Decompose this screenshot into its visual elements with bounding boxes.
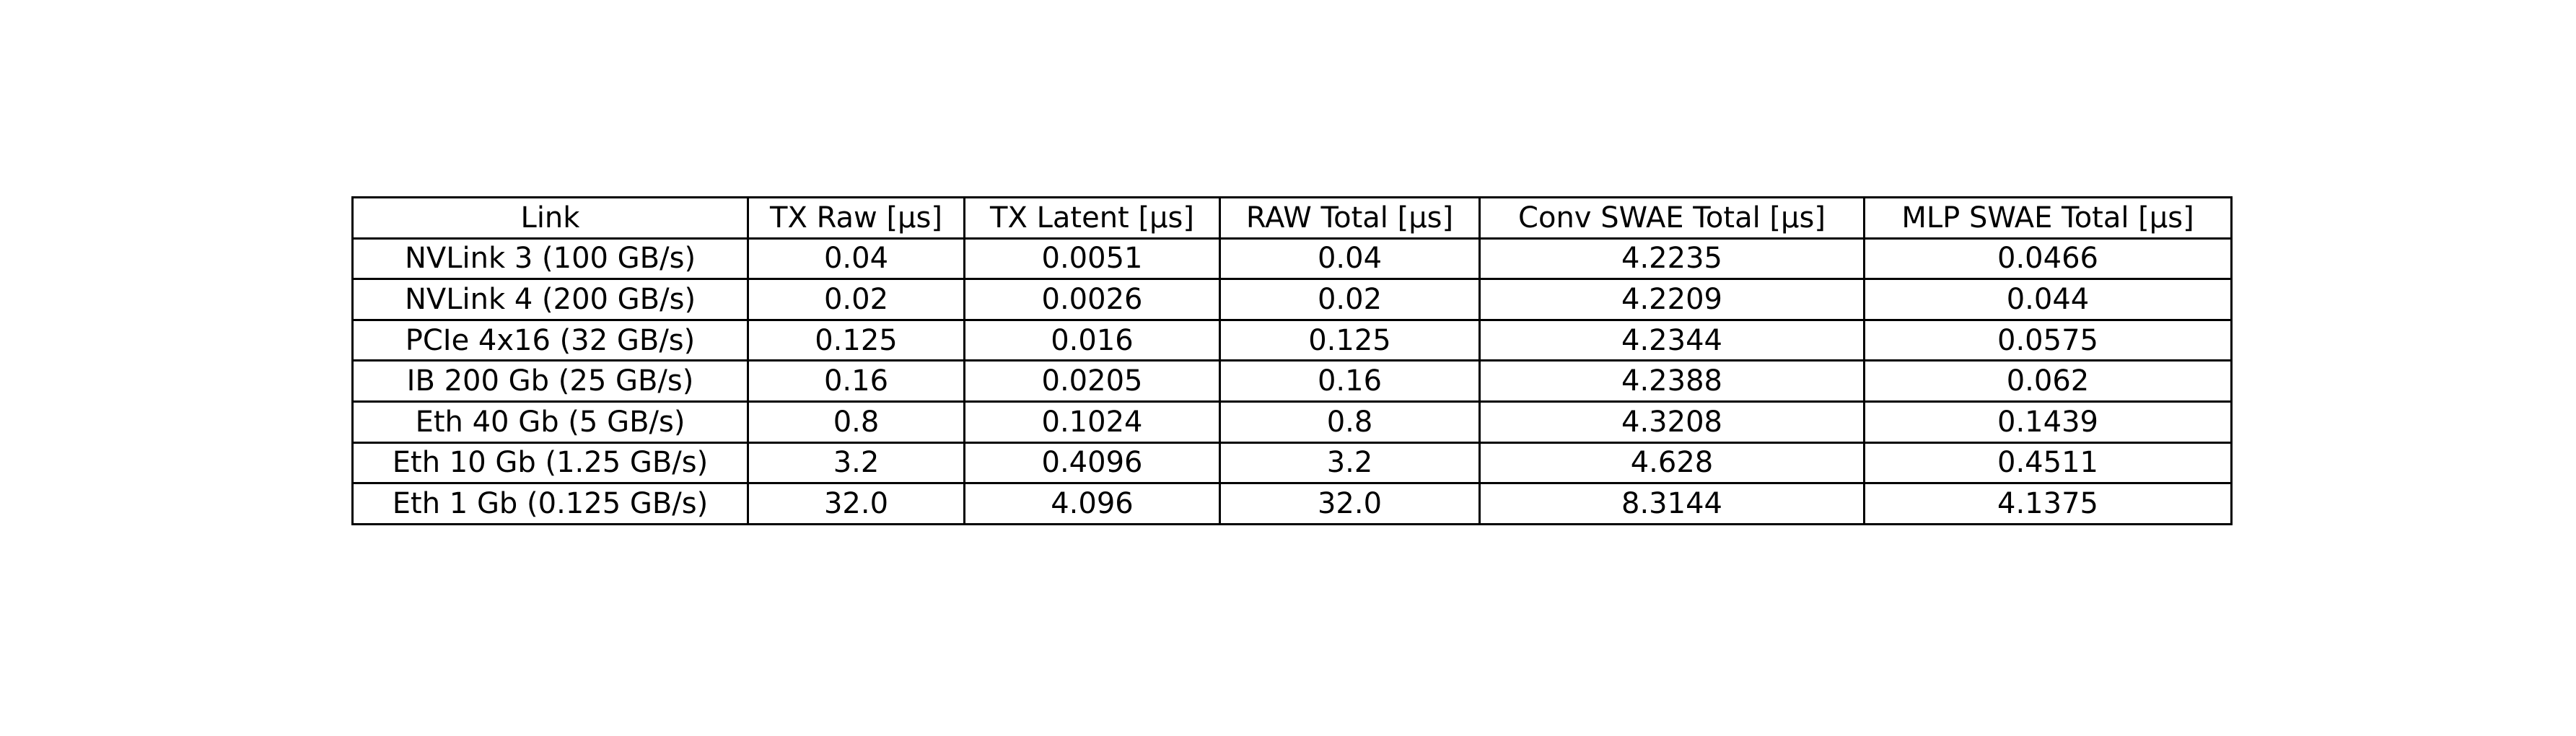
- cell-conv-swae-total: 8.3144: [1478, 482, 1865, 525]
- cell-mlp-swae-total: 0.044: [1863, 278, 2233, 321]
- cell-conv-swae-total: 4.2388: [1478, 359, 1865, 403]
- header-tx-latent: TX Latent [µs]: [963, 196, 1221, 240]
- cell-raw-total: 0.16: [1219, 359, 1481, 403]
- cell-raw-total: 32.0: [1219, 482, 1481, 525]
- header-raw-total: RAW Total [µs]: [1219, 196, 1481, 240]
- cell-tx-latent: 0.1024: [963, 400, 1221, 444]
- cell-tx-raw: 0.125: [747, 318, 965, 362]
- cell-tx-latent: 0.4096: [963, 441, 1221, 485]
- cell-tx-latent: 4.096: [963, 482, 1221, 525]
- results-table-container: Link TX Raw [µs] TX Latent [µs] RAW Tota…: [351, 196, 2233, 525]
- header-link: Link: [351, 196, 749, 240]
- cell-link: NVLink 4 (200 GB/s): [351, 278, 749, 321]
- cell-link: PCIe 4x16 (32 GB/s): [351, 318, 749, 362]
- cell-link: NVLink 3 (100 GB/s): [351, 237, 749, 281]
- cell-tx-latent: 0.0026: [963, 278, 1221, 321]
- table-header-row: Link TX Raw [µs] TX Latent [µs] RAW Tota…: [351, 196, 2233, 240]
- cell-raw-total: 0.125: [1219, 318, 1481, 362]
- cell-conv-swae-total: 4.2344: [1478, 318, 1865, 362]
- cell-link: IB 200 Gb (25 GB/s): [351, 359, 749, 403]
- cell-link: Eth 1 Gb (0.125 GB/s): [351, 482, 749, 525]
- cell-link: Eth 10 Gb (1.25 GB/s): [351, 441, 749, 485]
- cell-conv-swae-total: 4.3208: [1478, 400, 1865, 444]
- cell-conv-swae-total: 4.628: [1478, 441, 1865, 485]
- table-row: NVLink 3 (100 GB/s) 0.04 0.0051 0.04 4.2…: [351, 237, 2233, 281]
- cell-mlp-swae-total: 0.1439: [1863, 400, 2233, 444]
- cell-tx-latent: 0.0051: [963, 237, 1221, 281]
- cell-raw-total: 0.02: [1219, 278, 1481, 321]
- cell-raw-total: 0.8: [1219, 400, 1481, 444]
- table-row: NVLink 4 (200 GB/s) 0.02 0.0026 0.02 4.2…: [351, 278, 2233, 321]
- table-row: Eth 1 Gb (0.125 GB/s) 32.0 4.096 32.0 8.…: [351, 482, 2233, 525]
- cell-tx-raw: 0.04: [747, 237, 965, 281]
- cell-mlp-swae-total: 0.0575: [1863, 318, 2233, 362]
- cell-conv-swae-total: 4.2209: [1478, 278, 1865, 321]
- cell-raw-total: 0.04: [1219, 237, 1481, 281]
- cell-tx-latent: 0.0205: [963, 359, 1221, 403]
- header-tx-raw: TX Raw [µs]: [747, 196, 965, 240]
- header-conv-swae-total: Conv SWAE Total [µs]: [1478, 196, 1865, 240]
- cell-tx-raw: 0.02: [747, 278, 965, 321]
- cell-tx-raw: 0.8: [747, 400, 965, 444]
- cell-tx-raw: 0.16: [747, 359, 965, 403]
- link-latency-table: Link TX Raw [µs] TX Latent [µs] RAW Tota…: [351, 196, 2233, 525]
- cell-link: Eth 40 Gb (5 GB/s): [351, 400, 749, 444]
- cell-raw-total: 3.2: [1219, 441, 1481, 485]
- cell-tx-raw: 3.2: [747, 441, 965, 485]
- cell-tx-latent: 0.016: [963, 318, 1221, 362]
- cell-mlp-swae-total: 0.4511: [1863, 441, 2233, 485]
- table-row: Eth 10 Gb (1.25 GB/s) 3.2 0.4096 3.2 4.6…: [351, 441, 2233, 485]
- cell-tx-raw: 32.0: [747, 482, 965, 525]
- cell-mlp-swae-total: 4.1375: [1863, 482, 2233, 525]
- cell-mlp-swae-total: 0.0466: [1863, 237, 2233, 281]
- cell-mlp-swae-total: 0.062: [1863, 359, 2233, 403]
- table-row: IB 200 Gb (25 GB/s) 0.16 0.0205 0.16 4.2…: [351, 359, 2233, 403]
- table-row: PCIe 4x16 (32 GB/s) 0.125 0.016 0.125 4.…: [351, 318, 2233, 362]
- header-mlp-swae-total: MLP SWAE Total [µs]: [1863, 196, 2233, 240]
- cell-conv-swae-total: 4.2235: [1478, 237, 1865, 281]
- table-row: Eth 40 Gb (5 GB/s) 0.8 0.1024 0.8 4.3208…: [351, 400, 2233, 444]
